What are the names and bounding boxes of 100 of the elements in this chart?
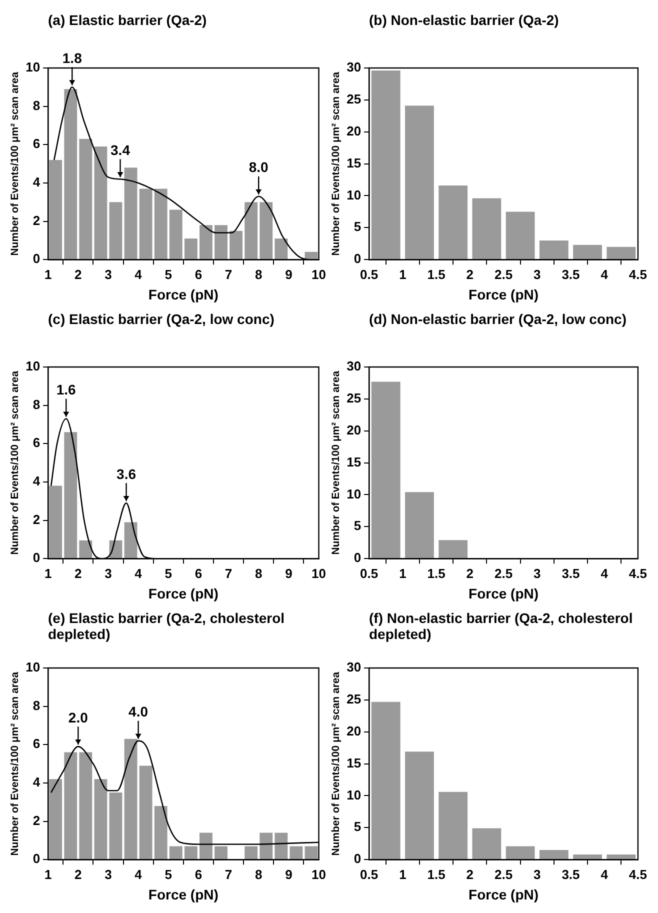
x-tick-label: 3: [104, 266, 112, 282]
y-axis-title: Number of Events/100 μm² scan area: [9, 672, 22, 856]
x-tick-label: 1: [44, 266, 52, 282]
x-tick-label: 9: [285, 866, 292, 882]
chart-title: (d) Non-elastic barrier (Qa-2, low conc): [368, 310, 628, 329]
y-tick-label: 10: [26, 660, 40, 675]
x-tick-label: 5: [164, 566, 172, 581]
y-tick-label: 2: [32, 812, 40, 828]
x-tick-label: 10: [312, 566, 326, 581]
annotation: 1.8: [62, 50, 82, 66]
x-tick-label: 2.5: [494, 866, 513, 882]
y-tick-label: 8: [32, 396, 40, 412]
x-axis-title: Force (pN): [468, 886, 539, 902]
x-tick-label: 3: [104, 566, 112, 581]
x-tick-label: 4.5: [628, 866, 648, 882]
x-tick-label: 6: [194, 866, 202, 882]
x-tick-label: 4: [134, 266, 143, 282]
y-tick-label: 15: [346, 155, 362, 170]
y-tick-label: 15: [346, 755, 362, 770]
y-tick-label: 4: [32, 174, 41, 190]
x-tick-label: 4: [134, 866, 143, 882]
x-axis-title: Force (pN): [148, 585, 218, 602]
x-tick-label: 0.5: [360, 266, 378, 282]
x-tick-label: 3: [534, 266, 541, 282]
x-tick-label: 2.5: [494, 266, 513, 282]
x-axis-title: Force (pN): [148, 286, 218, 302]
chart-title: (e) Elastic barrier (Qa-2, cholesterol depleted): [47, 609, 286, 642]
y-tick-label: 20: [346, 723, 362, 738]
y-tick-label: 15: [346, 454, 362, 470]
x-tick-label: 1: [44, 566, 52, 581]
x-tick-label: 4: [134, 566, 143, 581]
x-tick-label: 1: [399, 866, 406, 882]
y-tick-label: 25: [346, 390, 362, 406]
x-tick-label: 3: [534, 566, 541, 581]
x-axis-title: Force (pN): [148, 886, 218, 902]
x-tick-label: 10: [312, 266, 326, 282]
y-tick-label: 20: [346, 123, 362, 138]
annotation: 8.0: [248, 159, 269, 176]
x-tick-label: 4.5: [628, 566, 648, 581]
x-tick-label: 2: [74, 566, 82, 581]
y-tick-label: 30: [346, 60, 362, 75]
chart-title: (f) Non-elastic barrier (Qa-2, cholesterol depleted): [368, 609, 634, 642]
x-tick-label: 1: [44, 866, 52, 882]
x-tick-label: 2.5: [494, 566, 513, 581]
x-tick-label: 6: [194, 566, 202, 581]
y-tick-label: 10: [346, 187, 362, 202]
x-tick-label: 4: [600, 566, 609, 581]
x-axis-title: Force (pN): [468, 585, 539, 602]
y-tick-label: 8: [32, 698, 40, 713]
annotation: 4.0: [128, 704, 148, 720]
x-tick-label: 1: [399, 566, 406, 581]
x-tick-label: 8: [254, 266, 262, 282]
y-axis-title: Number of Events/100 μm² scan area: [9, 370, 22, 555]
y-tick-label: 25: [346, 692, 362, 707]
y-tick-label: 10: [26, 60, 40, 75]
x-tick-label: 7: [224, 266, 232, 282]
y-axis-title: Number of Events/100 μm² scan area: [330, 370, 342, 555]
y-tick-label: 6: [32, 435, 40, 450]
chart-title: (a) Elastic barrier (Qa-2): [47, 11, 208, 30]
y-tick-label: 5: [354, 819, 362, 834]
x-tick-label: 4: [600, 866, 609, 882]
y-tick-label: 10: [346, 486, 362, 502]
y-tick-label: 5: [354, 518, 362, 534]
y-tick-label: 6: [32, 736, 40, 752]
x-tick-label: 8: [254, 566, 262, 581]
y-tick-label: 0: [32, 851, 40, 866]
y-axis-title: Number of Events/100 μm² scan area: [9, 72, 22, 256]
x-tick-label: 5: [164, 866, 172, 882]
x-tick-label: 1.5: [427, 266, 446, 282]
y-tick-label: 10: [26, 358, 40, 374]
y-tick-label: 25: [346, 92, 362, 107]
x-tick-label: 4: [600, 266, 609, 282]
x-tick-label: 1: [399, 266, 406, 282]
y-tick-label: 8: [32, 98, 40, 113]
x-tick-label: 2: [74, 266, 82, 282]
x-tick-label: 0.5: [360, 566, 378, 581]
annotation: 3.6: [116, 466, 136, 482]
x-tick-label: 7: [224, 866, 232, 882]
y-tick-label: 10: [346, 787, 362, 802]
y-tick-label: 20: [346, 422, 362, 438]
x-tick-label: 3: [534, 866, 541, 882]
chart-title: (b) Non-elastic barrier (Qa-2): [368, 11, 560, 30]
x-tick-label: 9: [285, 266, 292, 282]
y-tick-label: 0: [32, 251, 40, 266]
y-tick-label: 0: [354, 851, 362, 866]
x-tick-label: 9: [285, 566, 292, 581]
x-tick-label: 0.5: [360, 866, 378, 882]
x-tick-label: 8: [254, 866, 262, 882]
x-tick-label: 2: [466, 866, 474, 882]
x-tick-label: 3.5: [562, 866, 580, 882]
x-tick-label: 3: [104, 866, 112, 882]
y-tick-label: 30: [346, 660, 362, 675]
x-axis-title: Force (pN): [468, 286, 539, 302]
x-tick-label: 1.5: [427, 866, 446, 882]
y-tick-label: 6: [32, 136, 40, 152]
x-tick-label: 3.5: [562, 566, 580, 581]
y-tick-label: 0: [32, 550, 40, 566]
x-tick-label: 3.5: [562, 266, 580, 282]
x-tick-label: 4.5: [628, 266, 648, 282]
y-axis-title: Number of Events/100 μm² scan area: [330, 672, 342, 856]
